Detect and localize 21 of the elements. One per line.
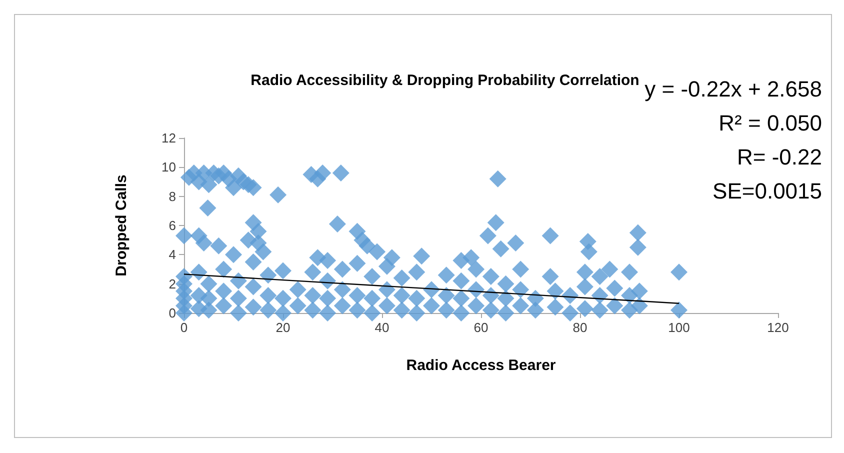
x-axis-title: Radio Access Bearer bbox=[406, 357, 556, 374]
text: R² = 0.050 bbox=[718, 110, 822, 136]
y-tick-label: 2 bbox=[168, 276, 176, 292]
x-tick-label: 80 bbox=[572, 320, 588, 335]
x-tick-label: 100 bbox=[668, 320, 690, 335]
y-axis-title: Dropped Calls bbox=[113, 174, 130, 276]
y-tick-label: 6 bbox=[168, 218, 176, 233]
annotation: SE=0.0015 bbox=[712, 178, 822, 204]
y-tick-label: 4 bbox=[168, 247, 176, 262]
chart-title: Radio Accessibility & Dropping Probability Correlation bbox=[250, 72, 640, 89]
x-tick-label: 120 bbox=[767, 320, 789, 335]
x-tick-label: 20 bbox=[276, 320, 290, 335]
x-tick-label: 60 bbox=[474, 320, 488, 335]
x-tick-label: 0 bbox=[180, 320, 188, 335]
x-tick-label: 40 bbox=[374, 320, 390, 335]
y-tick-label: 10 bbox=[162, 160, 176, 175]
y-tick-label: 8 bbox=[168, 188, 176, 204]
y-tick-label: 12 bbox=[162, 130, 176, 146]
y-tick-label: 0 bbox=[168, 306, 176, 320]
text: y = -0.22x + 2.658 bbox=[644, 76, 822, 102]
annotation: R= -0.22 bbox=[737, 144, 822, 170]
